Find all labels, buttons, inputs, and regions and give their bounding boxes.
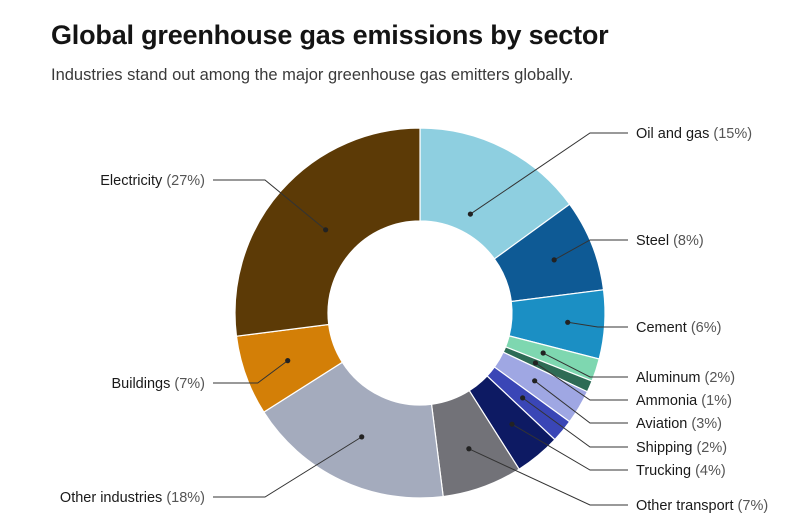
label-buildings: Buildings (7%): [112, 376, 206, 392]
leader-dot-other-transport: [466, 446, 472, 452]
label-shipping: Shipping (2%): [636, 440, 727, 456]
slice-electricity: [234, 127, 421, 337]
leader-line-buildings: [213, 360, 289, 384]
leader-line-other-transport: [468, 448, 628, 506]
label-aluminum: Aluminum (2%): [636, 370, 735, 386]
chart-subtitle: Industries stand out among the major gre…: [51, 66, 574, 84]
label-cement: Cement (6%): [636, 320, 721, 336]
leader-line-oil-and-gas: [470, 132, 628, 215]
leader-line-aluminum: [542, 352, 628, 378]
slice-oil-and-gas: [419, 127, 571, 260]
chart-title: Global greenhouse gas emissions by secto…: [51, 20, 609, 50]
leader-dot-other-industries: [359, 434, 365, 440]
leader-line-shipping: [522, 397, 628, 448]
leader-dot-electricity: [323, 227, 329, 233]
leader-dot-ammonia: [532, 360, 539, 366]
leader-line-trucking: [511, 423, 628, 471]
leader-line-ammonia: [535, 362, 628, 401]
label-ammonia: Ammonia (1%): [636, 393, 732, 409]
leader-line-cement: [567, 321, 628, 328]
leader-dot-buildings: [285, 358, 291, 364]
leader-dot-cement: [565, 319, 571, 325]
leader-line-aviation: [534, 380, 628, 424]
leader-line-steel: [553, 239, 628, 261]
label-other-industries: Other industries (18%): [60, 490, 205, 506]
leader-line-other-industries: [213, 436, 362, 498]
leader-dot-steel: [551, 257, 557, 263]
leader-dot-aluminum: [540, 350, 546, 356]
leader-dot-shipping: [520, 395, 526, 401]
leader-line-electricity: [213, 179, 326, 231]
label-electricity: Electricity (27%): [100, 173, 205, 189]
label-steel: Steel (8%): [636, 233, 704, 249]
leader-dot-trucking: [509, 421, 515, 427]
leader-dot-oil-and-gas: [467, 211, 473, 217]
slice-other-industries: [262, 361, 444, 499]
label-other-transport: Other transport (7%): [636, 498, 768, 514]
label-oil-and-gas: Oil and gas (15%): [636, 126, 752, 142]
label-trucking: Trucking (4%): [636, 463, 726, 479]
label-aviation: Aviation (3%): [636, 416, 722, 432]
leader-dot-aviation: [532, 378, 538, 384]
